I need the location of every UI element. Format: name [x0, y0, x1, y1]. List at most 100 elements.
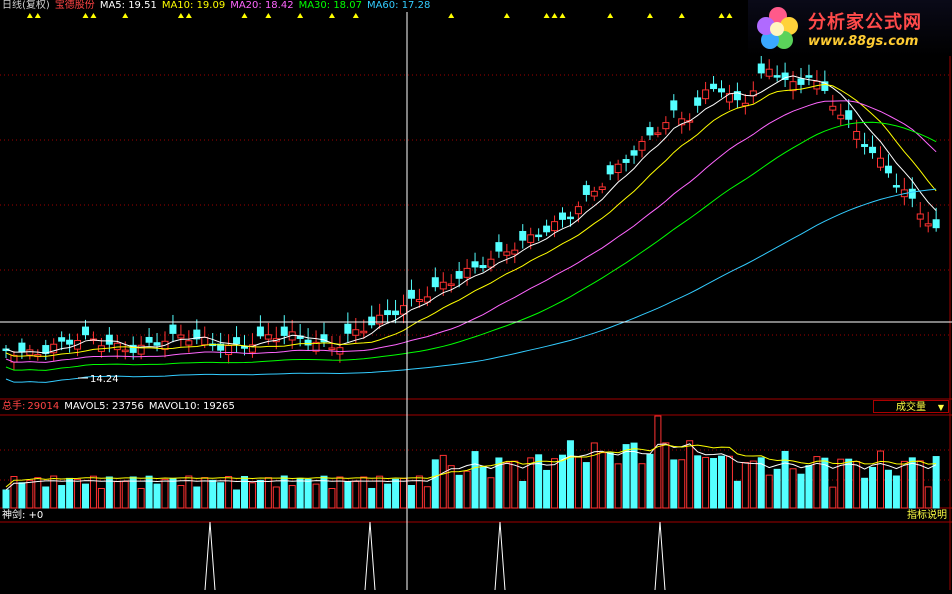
signal-marker — [328, 13, 335, 18]
signal-marker — [559, 13, 566, 18]
total-volume-label: 总手: — [2, 401, 26, 412]
candle-body — [853, 130, 861, 140]
candle-body — [630, 150, 638, 156]
indicator-spike — [204, 521, 216, 591]
mavol5-value: MAVOL5: 23756 — [64, 401, 144, 412]
volume-bar — [113, 481, 121, 509]
candle-body — [113, 342, 121, 351]
candle-body — [566, 216, 574, 220]
signal-marker — [543, 13, 550, 18]
volume-bar — [272, 486, 280, 509]
volume-bar — [241, 476, 248, 509]
signal-marker — [297, 13, 304, 18]
ma5-line — [5, 75, 937, 354]
mavol5-line — [5, 443, 937, 491]
candle-body — [511, 249, 519, 255]
volume-bar — [384, 483, 392, 509]
volume-bar — [710, 458, 718, 509]
volume-bar — [741, 461, 749, 509]
indicator-selector-label: 成交量 — [896, 402, 926, 413]
candle-body — [487, 258, 495, 268]
volume-bar — [328, 488, 336, 509]
volume-bar — [304, 478, 312, 509]
volume-bar — [630, 442, 638, 509]
candle-body — [805, 75, 813, 78]
volume-bar — [280, 475, 288, 509]
candle-body — [400, 305, 407, 315]
signal-marker — [678, 13, 685, 18]
candle-body — [431, 277, 439, 288]
volume-bar — [296, 477, 304, 509]
volume-bar — [686, 440, 694, 509]
signal-marker — [551, 13, 558, 18]
volume-bar — [97, 487, 105, 509]
volume-bar — [614, 463, 622, 509]
volume-bar — [789, 468, 797, 509]
volume-bar — [392, 478, 400, 509]
volume-bar — [320, 475, 328, 509]
volume-bar — [58, 485, 66, 509]
candle-body — [916, 213, 924, 220]
volume-bar — [423, 486, 431, 509]
volume-bar — [908, 457, 916, 509]
volume-bar — [718, 455, 725, 509]
chevron-down-icon[interactable]: ▼ — [937, 403, 944, 412]
volume-bar — [161, 478, 169, 509]
volume-bar — [749, 460, 757, 509]
indicator-label: 神剑: +0 — [2, 510, 44, 521]
indicator-selector[interactable]: 成交量 ▼ — [873, 400, 949, 413]
volume-bar — [121, 481, 129, 509]
volume-bar — [733, 480, 741, 509]
volume-bar — [177, 485, 185, 509]
indicator-spike — [654, 521, 666, 591]
volume-bar — [765, 474, 773, 509]
signal-marker — [177, 13, 184, 18]
volume-bar — [853, 460, 861, 509]
candle-body — [360, 330, 368, 334]
volume-bar — [662, 442, 670, 509]
volume-bar — [574, 456, 582, 509]
volume-bar — [455, 474, 463, 509]
volume-bar — [725, 455, 733, 509]
candle-body — [137, 344, 145, 355]
candle-body — [50, 343, 58, 354]
signal-marker — [607, 13, 614, 18]
volume-bar — [248, 482, 256, 509]
candle-body — [415, 298, 423, 302]
low-price-label: 14.24 — [90, 374, 119, 385]
total-volume-value: 29014 — [27, 401, 60, 412]
stock-name: 宝德股份 — [54, 0, 95, 11]
volume-bar — [495, 457, 503, 509]
volume-bar — [288, 485, 296, 509]
volume-bar — [153, 483, 161, 509]
candle-body — [423, 296, 431, 303]
volume-bar — [837, 458, 845, 509]
ma60-value: MA60: 17.28 — [366, 0, 431, 11]
candle-body — [280, 326, 288, 336]
candle-body — [455, 271, 463, 279]
volume-bar — [439, 454, 447, 509]
candle-body — [535, 234, 543, 238]
volume-bar — [34, 477, 42, 509]
volume-bar — [487, 477, 495, 509]
signal-marker — [34, 13, 41, 18]
logo-title: 分析家公式网 — [808, 12, 922, 33]
candle-body — [606, 165, 614, 175]
volume-bar — [559, 454, 566, 509]
volume-bar — [18, 482, 26, 509]
candle-body — [201, 336, 209, 346]
mavol10-value: MAVOL10: 19265 — [148, 401, 235, 412]
indicator-spike — [364, 521, 376, 591]
indicator-spike — [494, 521, 506, 591]
candle-body — [145, 336, 153, 343]
indicator-help-link[interactable]: 指标说明 — [907, 510, 947, 521]
signal-marker — [726, 13, 733, 18]
candle-body — [797, 78, 805, 85]
volume-bar — [797, 473, 805, 509]
ma5-value: MA5: 19.51 — [99, 0, 157, 11]
candle-body — [932, 219, 940, 229]
volume-bar — [360, 476, 368, 509]
volume-bar — [415, 475, 423, 509]
volume-bar — [185, 475, 193, 509]
